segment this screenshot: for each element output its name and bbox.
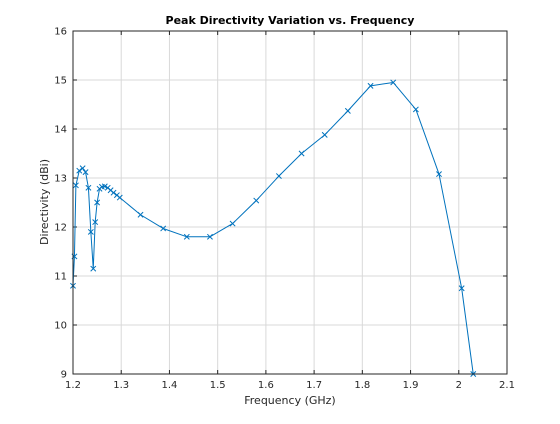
marker-stroke [206, 233, 213, 240]
y-tick-label: 11 [54, 272, 67, 283]
y-tick-label: 14 [54, 125, 67, 136]
chart-title: Peak Directivity Variation vs. Frequency [166, 14, 415, 27]
x-tick-label: 1.3 [113, 380, 129, 391]
x-tick-label: 1.8 [354, 380, 370, 391]
y-tick-label: 9 [61, 370, 67, 381]
marker-stroke [72, 182, 79, 189]
data-point-marker [275, 173, 282, 179]
data-point-marker [229, 220, 236, 227]
data-point-marker [253, 197, 260, 204]
data-point-marker [137, 211, 144, 218]
data-point-marker [82, 169, 89, 176]
y-tick-label: 16 [54, 27, 67, 38]
x-tick-label: 1.5 [210, 380, 226, 391]
marker-stroke [298, 150, 305, 157]
marker-stroke [412, 106, 419, 113]
marker-stroke [458, 285, 465, 292]
x-tick-label: 1.4 [161, 380, 177, 391]
data-point-marker [183, 233, 190, 240]
y-tick-label: 15 [54, 76, 67, 87]
marker-stroke [436, 171, 442, 178]
marker-stroke [85, 184, 92, 191]
marker-stroke [107, 187, 114, 194]
marker-stroke [76, 167, 83, 174]
marker-stroke [344, 107, 351, 114]
marker-stroke [101, 183, 108, 190]
data-point-marker [92, 219, 99, 226]
marker-stroke [79, 165, 86, 172]
marker-stroke [321, 131, 328, 138]
x-axis-label: Frequency (GHz) [244, 394, 335, 407]
data-point-marker [94, 199, 101, 206]
data-point-marker [116, 194, 123, 201]
y-axis-label: Directivity (dBi) [38, 159, 51, 245]
data-point-marker [412, 106, 419, 113]
marker-stroke [390, 79, 397, 86]
x-tick-label: 2.1 [499, 380, 515, 391]
marker-stroke [82, 169, 89, 176]
x-tick-label: 1.9 [403, 380, 419, 391]
marker-stroke [87, 228, 94, 235]
plot-area [72, 30, 508, 375]
marker-stroke [229, 220, 236, 227]
data-point-marker [436, 171, 442, 178]
data-point-marker [101, 183, 108, 190]
x-tick-label: 2 [456, 380, 462, 391]
marker-stroke [104, 184, 111, 191]
marker-stroke [90, 265, 97, 272]
y-tick-label: 12 [54, 223, 67, 234]
data-series [70, 79, 477, 377]
data-point-marker [87, 228, 94, 235]
data-point-marker [458, 285, 465, 292]
data-point-marker [110, 189, 117, 196]
marker-stroke [160, 225, 167, 232]
marker-stroke [367, 82, 374, 89]
data-point-marker [79, 165, 86, 172]
y-tick-label: 10 [54, 321, 67, 332]
axis-ticks: 1.2 1.3 1.4 1.5 1.6 1.7 1.8 1.9 2 2.1 9 10 11 12 13 14 1… [54, 27, 515, 392]
data-point-marker [206, 233, 213, 240]
data-point-marker [160, 225, 167, 232]
data-point-marker [390, 79, 397, 86]
axes-frame [72, 30, 508, 375]
data-point-marker [321, 131, 328, 138]
marker-stroke [137, 211, 144, 218]
data-point-marker [72, 182, 79, 189]
data-point-marker [367, 82, 374, 89]
marker-stroke [275, 173, 282, 179]
data-point-marker [76, 167, 83, 174]
data-point-marker [90, 265, 97, 272]
x-tick-label: 1.6 [258, 380, 274, 391]
marker-stroke [113, 192, 120, 199]
x-tick-label: 1.2 [65, 380, 81, 391]
marker-stroke [253, 197, 260, 204]
x-tick-label: 1.7 [306, 380, 322, 391]
marker-stroke [116, 194, 123, 201]
marker-stroke [110, 189, 117, 196]
data-point-marker [344, 107, 351, 114]
marker-stroke [94, 199, 101, 206]
marker-stroke [92, 219, 99, 226]
marker-stroke [183, 233, 190, 240]
data-point-marker [85, 184, 92, 191]
y-tick-label: 13 [54, 174, 67, 185]
data-point-marker [298, 150, 305, 157]
